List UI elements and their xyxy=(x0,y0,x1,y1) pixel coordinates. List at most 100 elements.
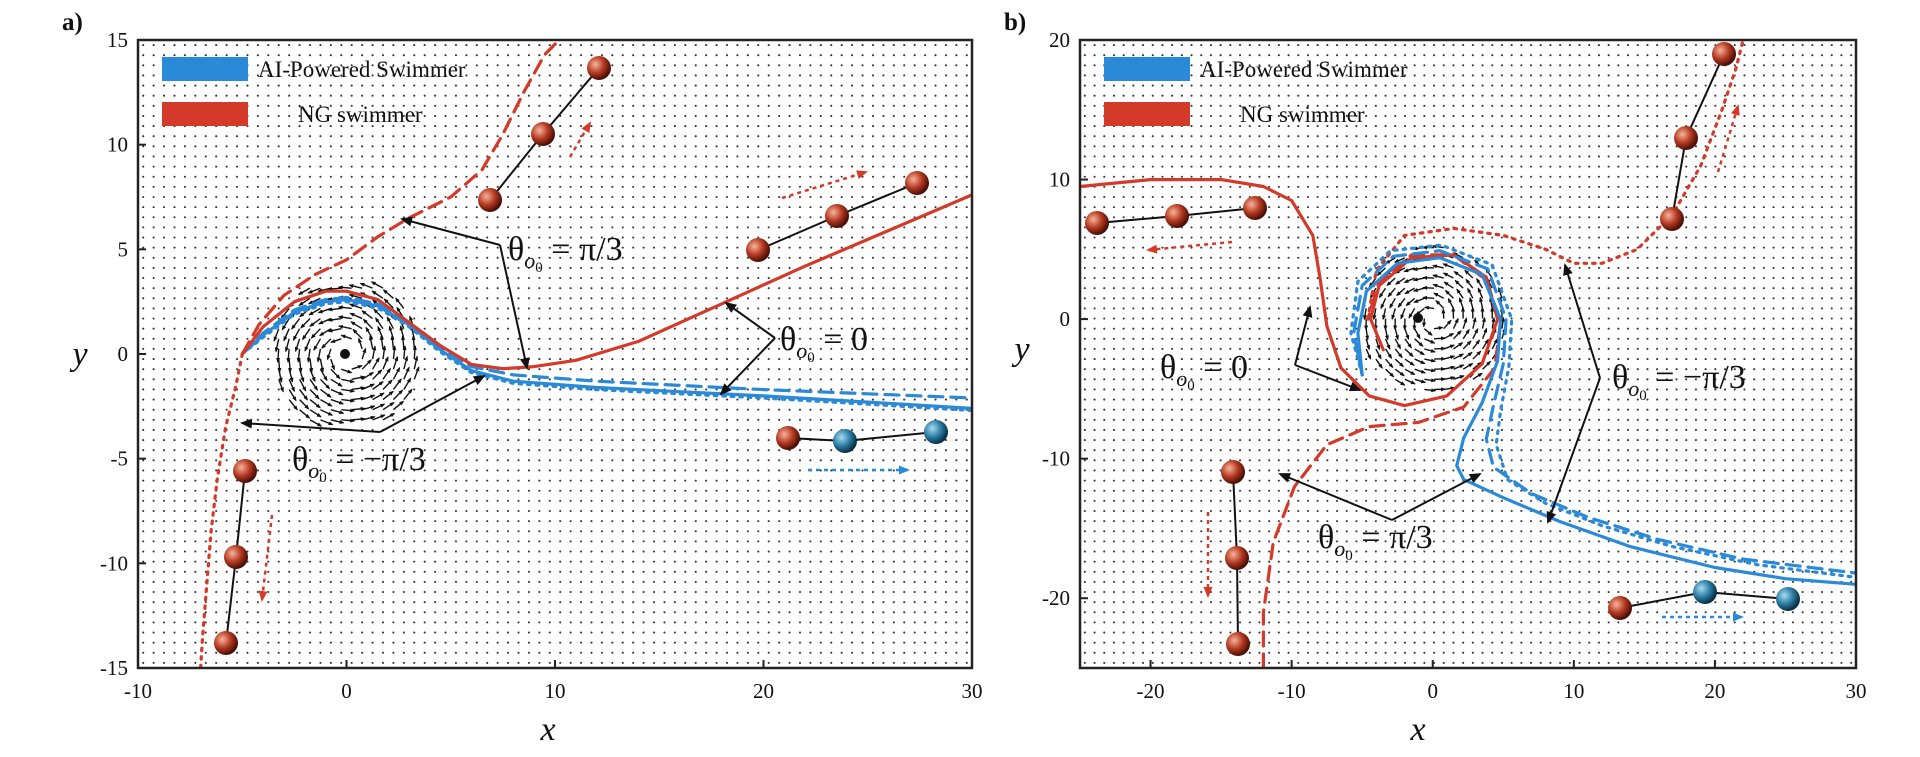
field-dot xyxy=(799,520,801,522)
field-dot xyxy=(330,135,332,137)
field-dot xyxy=(799,642,801,644)
field-dot xyxy=(747,621,749,623)
field-dot xyxy=(403,166,405,168)
field-dot xyxy=(497,429,499,431)
field-dot xyxy=(611,135,613,137)
field-dot xyxy=(434,186,436,188)
field-dot xyxy=(309,642,311,644)
field-dot xyxy=(486,459,488,461)
field-dot xyxy=(684,469,686,471)
field-dot xyxy=(309,520,311,522)
field-dot xyxy=(153,54,155,56)
field-dot xyxy=(444,652,446,654)
field-dot xyxy=(455,196,457,198)
field-dot xyxy=(882,216,884,218)
field-dot xyxy=(517,581,519,583)
field-dot xyxy=(914,469,916,471)
field-dot xyxy=(903,277,905,279)
field-dot xyxy=(601,459,603,461)
field-dot xyxy=(882,236,884,238)
field-dot xyxy=(497,642,499,644)
field-dot xyxy=(580,44,582,46)
field-dot xyxy=(914,520,916,522)
field-dot xyxy=(153,439,155,441)
field-dot xyxy=(924,328,926,330)
field-dot xyxy=(246,257,248,259)
field-dot xyxy=(476,621,478,623)
field-dot xyxy=(809,611,811,613)
field-dot xyxy=(444,105,446,107)
field-dot xyxy=(663,216,665,218)
field-dot xyxy=(653,662,655,664)
field-dot xyxy=(653,591,655,593)
field-dot xyxy=(736,571,738,573)
field-dot xyxy=(893,480,895,482)
field-dot xyxy=(851,267,853,269)
field-dot xyxy=(528,186,530,188)
field-dot xyxy=(882,348,884,350)
field-dot xyxy=(851,480,853,482)
field-dot xyxy=(643,378,645,380)
field-dot xyxy=(236,348,238,350)
field-dot xyxy=(934,105,936,107)
field-dot xyxy=(278,480,280,482)
field-dot xyxy=(215,388,217,390)
field-dot xyxy=(236,510,238,512)
field-dot xyxy=(194,571,196,573)
field-dot xyxy=(882,125,884,127)
field-dot xyxy=(434,155,436,157)
field-dot xyxy=(392,480,394,482)
field-dot xyxy=(580,196,582,198)
field-dot xyxy=(486,297,488,299)
field-dot xyxy=(955,257,957,259)
field-dot xyxy=(476,257,478,259)
field-dot xyxy=(476,419,478,421)
field-dot xyxy=(632,206,634,208)
field-dot xyxy=(476,196,478,198)
field-dot xyxy=(789,469,791,471)
field-dot xyxy=(215,44,217,46)
field-dot xyxy=(455,176,457,178)
field-dot xyxy=(205,480,207,482)
field-dot xyxy=(757,206,759,208)
field-dot xyxy=(194,368,196,370)
field-dot xyxy=(194,480,196,482)
field-dot xyxy=(632,480,634,482)
field-dot xyxy=(497,399,499,401)
field-dot xyxy=(226,317,228,319)
field-dot xyxy=(507,520,509,522)
field-dot xyxy=(736,480,738,482)
field-dot xyxy=(903,135,905,137)
field-dot xyxy=(153,95,155,97)
field-dot xyxy=(382,561,384,563)
field-dot xyxy=(590,601,592,603)
field-dot xyxy=(278,631,280,633)
field-dot xyxy=(611,550,613,552)
field-dot xyxy=(434,176,436,178)
field-dot xyxy=(653,176,655,178)
field-dot xyxy=(434,520,436,522)
field-dot xyxy=(674,64,676,66)
field-dot xyxy=(622,277,624,279)
field-dot xyxy=(934,459,936,461)
field-dot xyxy=(861,135,863,137)
field-dot xyxy=(872,500,874,502)
field-dot xyxy=(893,358,895,360)
field-dot xyxy=(173,621,175,623)
field-dot xyxy=(705,236,707,238)
field-dot xyxy=(757,44,759,46)
field-dot xyxy=(934,449,936,451)
field-dot xyxy=(778,44,780,46)
field-dot xyxy=(142,95,144,97)
field-dot xyxy=(570,287,572,289)
field-dot xyxy=(361,510,363,512)
field-dot xyxy=(142,267,144,269)
field-dot xyxy=(684,95,686,97)
field-dot xyxy=(778,54,780,56)
field-dot xyxy=(403,44,405,46)
field-dot xyxy=(695,145,697,147)
field-dot xyxy=(351,500,353,502)
field-dot xyxy=(142,571,144,573)
field-dot xyxy=(872,642,874,644)
field-dot xyxy=(340,500,342,502)
